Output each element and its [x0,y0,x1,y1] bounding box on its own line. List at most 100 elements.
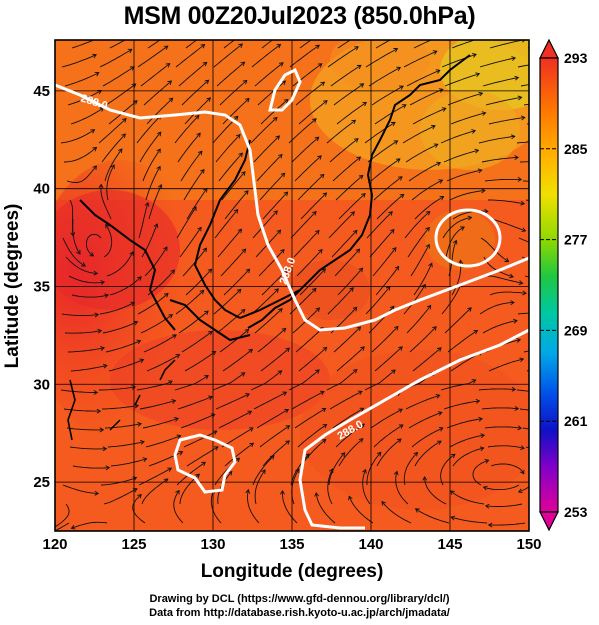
streamline [362,469,371,505]
streamline [71,40,95,49]
streamline-arrow [354,46,359,51]
streamline [373,176,403,201]
streamline-arrow [441,107,447,112]
streamline-arrow [167,80,173,85]
streamline-arrow [521,227,527,233]
streamline-arrow [511,386,517,392]
streamline-arrow [164,292,169,298]
streamline [371,85,404,106]
streamline [215,393,250,410]
streamline [137,293,169,315]
streamline [372,247,397,277]
streamline-arrow [305,453,310,458]
streamline-arrow [399,193,405,199]
streamline-arrow [207,268,213,274]
streamline [143,80,172,106]
streamline-arrow [94,71,100,77]
x-tick-label: 130 [200,536,225,553]
streamline [367,140,398,163]
streamline-arrow [240,372,246,377]
streamline-arrow [196,132,201,138]
streamline-arrow [398,346,403,351]
credit-data: Data from http://database.rish.kyoto-u.a… [149,607,450,619]
streamline [292,63,323,87]
streamline-arrow [394,265,400,271]
streamline [106,251,134,277]
streamline-arrow [110,164,115,170]
streamline [484,426,522,429]
streamline-arrow [240,61,246,67]
isotherm-contour [55,67,529,530]
streamline-arrow [89,252,95,257]
streamline-arrow [520,200,526,206]
streamline-arrow [165,63,171,68]
streamline [64,72,100,87]
streamline-arrow [97,328,103,334]
streamline-arrow [393,48,399,53]
streamline [102,321,138,334]
streamline-arrow [393,140,399,145]
streamline-arrow [340,452,346,457]
streamline-arrow [352,369,358,374]
streamline [365,286,391,315]
streamline-arrow [357,390,363,396]
streamline-arrow [122,118,127,123]
streamline-arrow [359,407,365,413]
streamline-arrow [483,35,487,39]
streamline [446,418,483,429]
streamline-arrow [175,354,181,359]
streamline-arrow [247,410,253,416]
streamline [71,521,108,529]
streamline [210,489,222,524]
streamline [449,190,485,201]
streamline [441,283,462,315]
streamline-arrow [92,146,98,152]
streamline [185,40,198,49]
streamline-arrow [105,223,110,229]
streamline-arrow [376,451,382,457]
streamline-arrow [275,135,281,140]
x-tick-label: 135 [279,536,304,553]
streamline [332,156,361,182]
streamline-arrow [244,328,250,334]
streamline-arrow [352,229,358,235]
x-tick-label: 120 [42,536,67,553]
wind-streamlines [55,26,529,531]
streamline-arrow [133,320,139,326]
streamline [110,458,147,467]
streamline [403,284,426,315]
streamline [63,147,97,163]
streamline-arrow [242,79,248,85]
streamline [109,40,126,49]
y-tick-label: 30 [33,376,50,393]
streamline-arrow [428,262,433,268]
streamline [247,489,260,524]
streamline-arrow [174,417,179,422]
streamline-arrow [397,176,403,181]
streamline [490,218,526,232]
streamline-arrow [467,215,473,221]
streamline-arrow [510,134,516,140]
streamline-arrow [163,246,168,251]
streamline-arrow [237,228,243,234]
streamline-arrow [171,399,177,404]
streamline [257,328,287,353]
streamline [103,488,138,505]
streamline [348,496,374,524]
streamline-arrow [287,26,291,30]
streamline-arrow [315,369,320,374]
streamline [440,130,476,144]
streamline [262,440,290,467]
streamline-arrow [153,223,159,228]
streamline-arrow [360,346,365,351]
streamline [482,77,519,87]
streamline [178,310,209,334]
streamline [214,209,239,239]
streamline [70,364,108,372]
streamline-arrow [358,438,364,443]
streamline [294,155,322,182]
streamline-arrow [504,257,510,263]
streamline-arrow [194,114,200,120]
streamline-arrow [425,210,431,216]
streamline [60,129,95,144]
